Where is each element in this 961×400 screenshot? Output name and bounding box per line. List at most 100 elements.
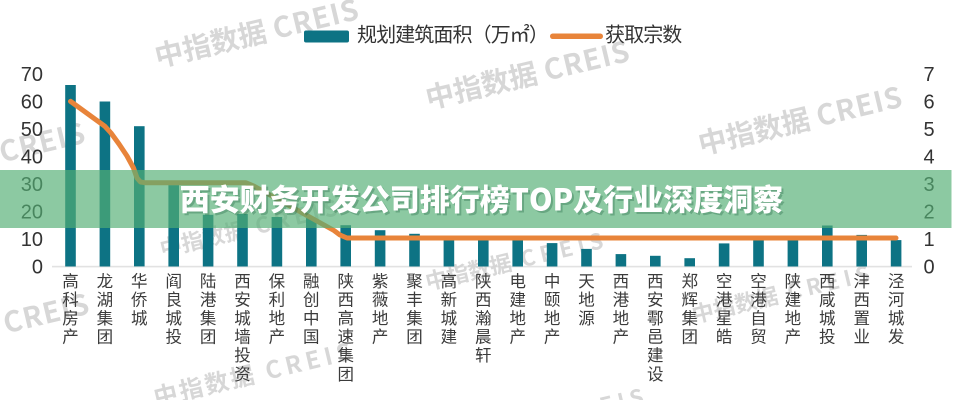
svg-text:郑: 郑 (681, 268, 698, 292)
svg-text:地: 地 (372, 305, 389, 329)
svg-text:规划建筑面积（万㎡）: 规划建筑面积（万㎡） (357, 19, 548, 48)
svg-text:集: 集 (200, 305, 217, 329)
svg-text:良: 良 (165, 286, 182, 310)
svg-text:中: 中 (303, 305, 320, 329)
svg-text:获取宗数: 获取宗数 (605, 19, 682, 48)
svg-text:建: 建 (647, 342, 664, 366)
svg-text:贸: 贸 (750, 324, 767, 348)
svg-text:薇: 薇 (372, 286, 389, 310)
svg-text:侨: 侨 (131, 286, 148, 310)
svg-text:自: 自 (750, 305, 767, 329)
svg-text:辉: 辉 (681, 286, 698, 310)
svg-text:投: 投 (165, 324, 182, 348)
svg-text:投: 投 (234, 342, 251, 366)
svg-text:设: 设 (647, 361, 664, 385)
svg-text:地: 地 (578, 286, 595, 310)
svg-text:建: 建 (785, 286, 802, 310)
svg-text:6: 6 (923, 92, 934, 114)
svg-text:空: 空 (716, 268, 733, 292)
svg-text:集: 集 (97, 305, 114, 329)
svg-text:70: 70 (21, 64, 43, 86)
svg-text:龙: 龙 (97, 268, 114, 292)
svg-text:西: 西 (475, 286, 492, 310)
svg-text:陆: 陆 (200, 268, 217, 292)
svg-text:产: 产 (372, 324, 389, 348)
svg-text:集: 集 (406, 305, 423, 329)
svg-text:颐: 颐 (544, 286, 561, 310)
svg-text:产: 产 (613, 324, 630, 348)
svg-text:10: 10 (21, 229, 43, 251)
svg-text:4: 4 (923, 147, 934, 169)
svg-text:新: 新 (441, 286, 458, 310)
svg-text:产: 产 (785, 324, 802, 348)
svg-text:高: 高 (441, 268, 458, 292)
svg-text:创: 创 (303, 286, 320, 310)
svg-text:安: 安 (647, 286, 664, 310)
svg-text:港: 港 (750, 286, 767, 310)
svg-text:安: 安 (234, 286, 251, 310)
svg-text:发: 发 (888, 324, 905, 348)
svg-text:国: 国 (303, 324, 320, 348)
svg-text:港: 港 (716, 286, 733, 310)
svg-text:团: 团 (406, 324, 423, 348)
svg-text:利: 利 (269, 286, 286, 310)
svg-text:皓: 皓 (716, 324, 733, 348)
svg-text:集: 集 (337, 342, 354, 366)
svg-text:60: 60 (21, 92, 43, 114)
svg-text:50: 50 (21, 119, 43, 141)
svg-text:地: 地 (544, 305, 561, 329)
svg-text:高: 高 (62, 268, 79, 292)
svg-text:城: 城 (165, 305, 182, 329)
svg-text:房: 房 (62, 305, 79, 329)
svg-text:产: 产 (269, 324, 286, 348)
svg-text:晨: 晨 (475, 324, 492, 348)
svg-text:产: 产 (544, 324, 561, 348)
svg-text:城: 城 (888, 305, 905, 329)
svg-text:团: 团 (97, 324, 114, 348)
svg-text:科: 科 (62, 286, 79, 310)
svg-text:1: 1 (923, 229, 934, 251)
svg-text:陕: 陕 (785, 268, 802, 292)
svg-text:资: 资 (234, 361, 251, 385)
svg-text:西安财务开发公司排行榜TOP及行业深度洞察: 西安财务开发公司排行榜TOP及行业深度洞察 (182, 178, 785, 222)
svg-text:鄠: 鄠 (647, 305, 664, 329)
svg-text:速: 速 (337, 324, 354, 348)
svg-text:中: 中 (544, 268, 561, 292)
svg-text:天: 天 (578, 268, 595, 292)
svg-text:邑: 邑 (647, 324, 664, 348)
svg-text:瀚: 瀚 (475, 305, 492, 329)
svg-text:陕: 陕 (475, 268, 492, 292)
svg-text:陕: 陕 (337, 268, 354, 292)
svg-text:地: 地 (509, 305, 526, 329)
svg-text:集: 集 (681, 305, 698, 329)
svg-text:地: 地 (613, 305, 630, 329)
svg-text:城: 城 (819, 305, 836, 329)
svg-text:5: 5 (923, 119, 934, 141)
svg-text:西: 西 (853, 286, 870, 310)
svg-text:保: 保 (269, 268, 286, 292)
svg-text:置: 置 (853, 305, 870, 329)
svg-text:地: 地 (785, 305, 802, 329)
svg-text:紫: 紫 (372, 268, 389, 292)
svg-text:电: 电 (509, 268, 526, 292)
svg-text:0: 0 (923, 257, 934, 279)
svg-text:空: 空 (750, 268, 767, 292)
svg-text:团: 团 (200, 324, 217, 348)
svg-text:西: 西 (613, 268, 630, 292)
svg-text:聚: 聚 (406, 268, 423, 292)
svg-text:湖: 湖 (97, 286, 114, 310)
svg-text:轩: 轩 (475, 342, 492, 366)
svg-text:融: 融 (303, 268, 320, 292)
svg-text:西: 西 (234, 268, 251, 292)
svg-text:墙: 墙 (234, 324, 251, 348)
svg-text:40: 40 (21, 147, 43, 169)
svg-text:咸: 咸 (819, 286, 836, 310)
svg-text:城: 城 (234, 305, 251, 329)
svg-text:地: 地 (269, 305, 286, 329)
svg-text:城: 城 (441, 305, 458, 329)
svg-text:高: 高 (337, 305, 354, 329)
svg-text:建: 建 (509, 286, 526, 310)
svg-text:泾: 泾 (888, 268, 905, 292)
svg-text:团: 团 (337, 361, 354, 385)
svg-text:港: 港 (200, 286, 217, 310)
